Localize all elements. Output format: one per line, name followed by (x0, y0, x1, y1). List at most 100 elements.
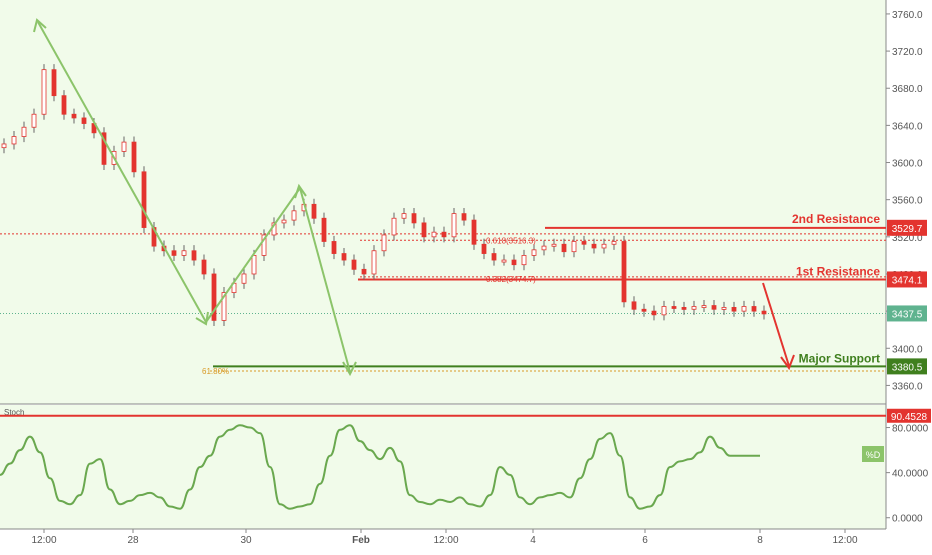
candle-body (741, 306, 747, 312)
price-tick-label: 3720.0 (892, 47, 923, 58)
candle-body (351, 259, 357, 270)
stoch-tick-group: 80.0000 40.0000 0.0000 (886, 424, 929, 525)
candle-body (641, 308, 647, 312)
stoch-level-value: 90.4528 (891, 412, 928, 423)
candle-body (381, 234, 387, 252)
candle-body (31, 113, 37, 128)
candle-body (311, 203, 317, 219)
down-arrow-2 (299, 187, 351, 373)
second-resistance-label: 2nd Resistance (792, 212, 880, 226)
candle-body (71, 113, 77, 119)
candle-body (21, 126, 27, 137)
candle-body (11, 136, 17, 145)
candle-body (691, 306, 697, 310)
second-resistance-price: 3529.7 (892, 224, 923, 235)
candle-body (261, 234, 267, 256)
candle-body (521, 255, 527, 266)
candle-body (141, 171, 147, 228)
candle-body (191, 250, 197, 261)
second-resistance-price-tag: 3529.7 (887, 219, 927, 236)
candle-body (101, 132, 107, 165)
time-tick-label: 4 (530, 535, 536, 546)
time-tick-group: 12:00 28 30 Feb 12:00 4 6 8 12:00 (31, 529, 858, 546)
price-tick-label: 3640.0 (892, 121, 923, 132)
candle-body (721, 307, 727, 310)
candle-body (761, 310, 767, 315)
candle-body (131, 141, 137, 173)
candle-body (431, 231, 437, 238)
price-tick-label: 3760.0 (892, 10, 923, 21)
candle-body (631, 301, 637, 310)
current-price-tag: 3437.5 (887, 305, 927, 322)
candle-body (621, 241, 627, 303)
candle-body (401, 213, 407, 219)
time-tick-label: 28 (127, 535, 139, 546)
up-arrow-head (294, 183, 307, 199)
down-arrow-1 (37, 21, 207, 323)
stoch-legend-tag: %D (862, 446, 884, 462)
fib-382-label: 0.382(3474.7) (486, 275, 536, 284)
first-resistance-label: 1st Resistance (796, 264, 880, 278)
stoch-d-line (0, 424, 761, 510)
time-tick-label: 8 (757, 535, 763, 546)
candle-body (561, 243, 567, 253)
candle-body (41, 69, 47, 115)
candle-body (61, 95, 67, 115)
major-support-price-tag: 3380.5 (887, 358, 927, 375)
candle-body (661, 306, 667, 316)
price-tick-label: 3400.0 (892, 344, 923, 355)
candle-body (581, 241, 587, 245)
candle-body (181, 250, 187, 256)
down-arrow-2-head (342, 361, 357, 377)
stoch-level-tag: 90.4528 (887, 408, 931, 423)
candle-body (601, 243, 607, 249)
candle-body (171, 250, 177, 256)
candle-body (681, 307, 687, 310)
candle-body (211, 273, 217, 321)
time-tick-label: 30 (240, 535, 252, 546)
candle-body (391, 217, 397, 236)
candle-body (51, 69, 57, 97)
first-resistance-price: 3474.1 (892, 275, 923, 286)
stoch-tick-label: 40.0000 (892, 469, 929, 480)
time-tick-label: Feb (352, 535, 370, 546)
candle-body (251, 255, 257, 275)
candle-body (671, 306, 677, 309)
candle-body (471, 219, 477, 245)
time-axis-bg (0, 529, 886, 550)
price-tick-label: 3600.0 (892, 159, 923, 170)
trend-arrows (33, 18, 357, 377)
stoch-tick-label: 0.0000 (892, 514, 923, 525)
down-arrow-1-head-top (33, 18, 47, 33)
candle-body (291, 210, 297, 221)
price-tick-label: 3360.0 (892, 381, 923, 392)
time-tick-label: 6 (642, 535, 648, 546)
fib-support-label: 61.80% (202, 367, 229, 376)
price-tick-label: 3680.0 (892, 84, 923, 95)
candle-body (531, 249, 537, 256)
candle-body (331, 241, 337, 254)
candle-body (371, 250, 377, 275)
candle-body (461, 213, 467, 221)
candles-group (1, 64, 767, 326)
candle-body (551, 243, 557, 247)
price-tick-label: 3560.0 (892, 196, 923, 207)
price-tick-label: 3520.0 (892, 233, 923, 244)
projection-arrow (762, 282, 795, 371)
candle-body (321, 217, 327, 242)
candle-body (751, 306, 757, 312)
candle-body (121, 141, 127, 152)
projection-arrow-head (780, 354, 795, 371)
main-panel-bg (0, 0, 886, 404)
candle-body (361, 268, 367, 275)
stoch-legend-label: %D (866, 450, 881, 460)
candle-body (481, 243, 487, 254)
candle-body (511, 259, 517, 266)
candle-body (611, 241, 617, 245)
candle-body (441, 231, 447, 238)
time-tick-label: 12:00 (433, 535, 458, 546)
candle-body (451, 213, 457, 238)
down-arrow-1-head (195, 311, 209, 326)
